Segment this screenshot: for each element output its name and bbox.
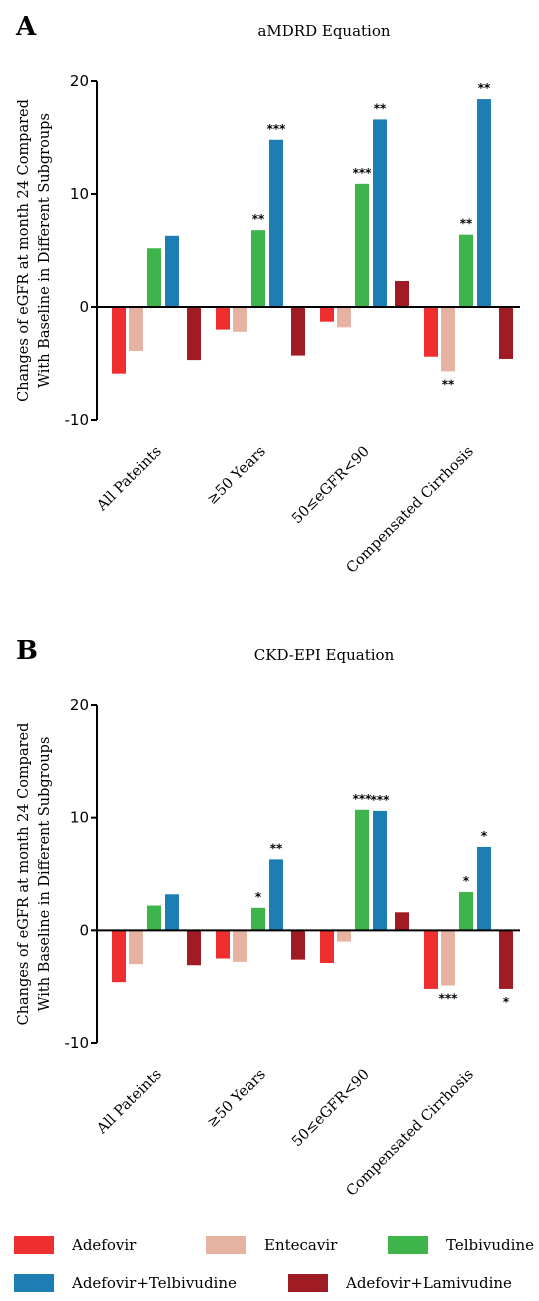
bar-adefovir-2 xyxy=(320,307,334,322)
bar-entecavir-3 xyxy=(441,930,455,986)
bar-adefovir-telbivudine-0 xyxy=(165,894,179,931)
bar-telbivudine-0 xyxy=(147,905,161,931)
significance-marker: *** xyxy=(267,122,287,136)
legend-label: Entecavir xyxy=(264,1236,338,1254)
significance-marker: *** xyxy=(353,792,373,806)
y-tick-label: -10 xyxy=(65,1034,90,1052)
bar-adefovir-lamivudine-3 xyxy=(499,930,513,989)
significance-marker: ** xyxy=(442,377,455,391)
legend-swatch xyxy=(206,1236,246,1254)
significance-marker: ** xyxy=(374,101,387,115)
panel-letter: B xyxy=(16,636,38,666)
bar-adefovir-lamivudine-3 xyxy=(499,307,513,359)
bar-adefovir-lamivudine-0 xyxy=(187,307,201,361)
bar-adefovir-3 xyxy=(424,307,438,357)
y-axis-label-line1: Changes of eGFR at month 24 Compared xyxy=(16,99,32,402)
legend-swatch xyxy=(14,1236,54,1254)
bar-adefovir-1 xyxy=(216,307,230,330)
bar-adefovir-0 xyxy=(112,307,126,374)
bar-adefovir-lamivudine-0 xyxy=(187,930,201,966)
bar-telbivudine-1 xyxy=(251,907,265,931)
significance-marker: * xyxy=(503,995,510,1009)
bar-entecavir-2 xyxy=(337,307,351,328)
y-tick-label: 20 xyxy=(70,72,89,90)
significance-marker: *** xyxy=(371,793,391,807)
legend-swatch xyxy=(388,1236,428,1254)
bar-adefovir-lamivudine-2 xyxy=(395,912,409,931)
y-tick-label: 0 xyxy=(79,921,89,939)
bar-telbivudine-0 xyxy=(147,248,161,307)
bar-adefovir-telbivudine-1 xyxy=(269,139,283,307)
significance-marker: *** xyxy=(439,992,459,1006)
bar-adefovir-2 xyxy=(320,930,334,964)
bar-telbivudine-2 xyxy=(355,809,369,931)
legend: Adefovir Entecavir Telbivudine Adefovir+Tel… xyxy=(14,1236,534,1292)
bar-entecavir-0 xyxy=(129,930,143,965)
bar-adefovir-telbivudine-2 xyxy=(373,810,387,931)
bar-adefovir-lamivudine-1 xyxy=(291,307,305,356)
y-axis-label-line2: With Baseline in Different Subgroups xyxy=(37,113,53,388)
bar-adefovir-3 xyxy=(424,930,438,989)
bar-telbivudine-3 xyxy=(459,892,473,931)
bar-entecavir-2 xyxy=(337,930,351,942)
y-axis-label-line1: Changes of eGFR at month 24 Compared xyxy=(16,723,32,1026)
category-label: All Pateints xyxy=(94,1067,165,1138)
category-label: 50≤eGFR<90 xyxy=(289,1067,373,1151)
legend-label: Adefovir+Lamivudine xyxy=(345,1274,512,1292)
bar-adefovir-telbivudine-1 xyxy=(269,859,283,931)
significance-marker: ** xyxy=(270,841,283,855)
bar-telbivudine-3 xyxy=(459,234,473,307)
bar-adefovir-lamivudine-2 xyxy=(395,281,409,307)
y-tick-label: 10 xyxy=(70,809,89,827)
significance-marker: ** xyxy=(252,212,265,226)
category-label: ≥50 Years xyxy=(204,444,268,508)
bar-entecavir-3 xyxy=(441,307,455,372)
significance-marker: * xyxy=(481,829,488,843)
y-tick-label: -10 xyxy=(65,411,90,429)
legend-label: Telbivudine xyxy=(446,1236,534,1254)
legend-swatch xyxy=(14,1274,54,1292)
category-label: ≥50 Years xyxy=(204,1067,268,1131)
bar-adefovir-telbivudine-3 xyxy=(477,846,491,931)
panel-b: B CKD-EPI Equation -10 0 10 20 Changes of eGFR… xyxy=(16,636,520,1200)
y-tick-label: 0 xyxy=(79,298,89,316)
bar-entecavir-1 xyxy=(233,930,247,962)
legend-label: Adefovir+Telbivudine xyxy=(71,1274,237,1292)
category-label: 50≤eGFR<90 xyxy=(289,444,373,528)
chart-title: aMDRD Equation xyxy=(257,22,390,40)
bar-adefovir-telbivudine-0 xyxy=(165,235,179,307)
legend-swatch xyxy=(288,1274,328,1292)
bar-telbivudine-2 xyxy=(355,183,369,307)
bar-adefovir-0 xyxy=(112,930,126,983)
bar-adefovir-telbivudine-3 xyxy=(477,99,491,307)
legend-label: Adefovir xyxy=(71,1236,137,1254)
significance-marker: * xyxy=(463,874,470,888)
y-tick-label: 20 xyxy=(70,696,89,714)
y-tick-label: 10 xyxy=(70,185,89,203)
chart-title: CKD-EPI Equation xyxy=(254,646,395,664)
panel-letter: A xyxy=(15,12,37,42)
bar-entecavir-0 xyxy=(129,307,143,352)
category-label: All Pateints xyxy=(94,444,165,515)
bar-telbivudine-1 xyxy=(251,230,265,307)
significance-marker: *** xyxy=(353,166,373,180)
significance-marker: ** xyxy=(478,81,491,95)
bar-adefovir-telbivudine-2 xyxy=(373,119,387,307)
y-axis-label-line2: With Baseline in Different Subgroups xyxy=(37,737,53,1012)
bar-adefovir-1 xyxy=(216,930,230,959)
bar-entecavir-1 xyxy=(233,307,247,332)
significance-marker: * xyxy=(255,890,262,904)
bar-adefovir-lamivudine-1 xyxy=(291,930,305,960)
significance-marker: ** xyxy=(460,217,473,231)
